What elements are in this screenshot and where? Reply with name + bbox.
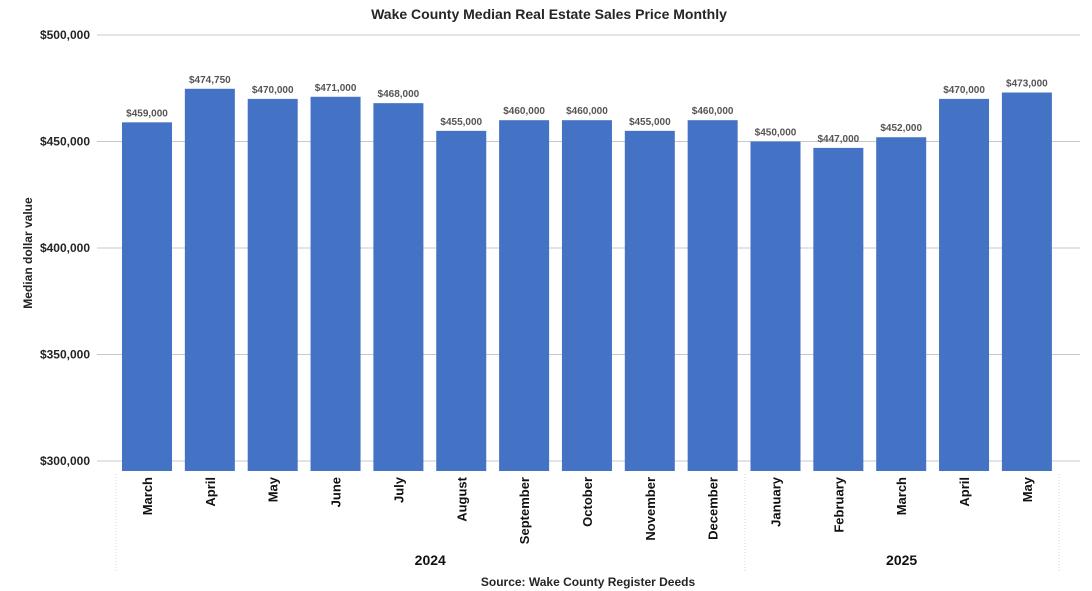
bar xyxy=(373,103,424,471)
data-label: $447,000 xyxy=(817,134,859,145)
x-tick-label: May xyxy=(1020,476,1035,502)
y-tick-label: $450,000 xyxy=(40,135,90,149)
y-axis-ticks: $300,000 $350,000 $400,000 $450,000 $500,000 xyxy=(40,28,90,468)
y-axis-label: Median dollar value xyxy=(21,197,35,309)
y-tick-label: $400,000 xyxy=(40,241,90,255)
data-label: $460,000 xyxy=(692,106,734,117)
x-tick-label: July xyxy=(391,476,406,503)
bar xyxy=(247,98,298,472)
data-label: $460,000 xyxy=(503,106,545,117)
bar xyxy=(122,122,172,471)
data-label: $470,000 xyxy=(252,85,294,96)
data-label: $460,000 xyxy=(566,106,608,117)
data-label: $471,000 xyxy=(315,83,357,94)
x-tick-label: August xyxy=(454,476,469,521)
bar xyxy=(624,130,675,471)
x-tick-label: April xyxy=(203,477,218,507)
chart-source: Source: Wake County Register Deeds xyxy=(481,575,696,589)
x-tick-label: March xyxy=(894,477,909,515)
bar xyxy=(561,120,612,471)
data-label: $468,000 xyxy=(378,89,420,100)
year-group-label: 2025 xyxy=(886,552,917,568)
bar xyxy=(499,120,550,471)
x-tick-label: October xyxy=(580,477,595,527)
x-tick-label: September xyxy=(517,477,532,544)
bar xyxy=(750,141,801,471)
x-tick-label: January xyxy=(769,476,784,527)
chart-title: Wake County Median Real Estate Sales Pri… xyxy=(371,6,727,22)
bar xyxy=(813,147,864,471)
bar xyxy=(184,88,235,471)
data-label: $452,000 xyxy=(880,123,922,134)
y-tick-label: $300,000 xyxy=(40,454,90,468)
data-label: $450,000 xyxy=(755,128,797,139)
data-label: $473,000 xyxy=(1006,79,1048,90)
data-label: $470,000 xyxy=(943,85,985,96)
x-tick-label: April xyxy=(957,477,972,507)
x-axis-ticks: March April May June July August September Octo… xyxy=(140,476,1035,544)
x-tick-label: December xyxy=(706,477,721,540)
data-label: $474,750 xyxy=(189,75,231,86)
bar xyxy=(687,120,738,471)
year-group-label: 2024 xyxy=(415,552,446,568)
bar xyxy=(939,98,990,472)
x-tick-label: November xyxy=(643,477,658,541)
bar xyxy=(876,137,927,472)
data-label: $459,000 xyxy=(126,108,168,119)
bar xyxy=(310,96,361,472)
y-tick-label: $500,000 xyxy=(40,28,90,42)
x-tick-label: March xyxy=(140,477,155,515)
year-groups: 2024 2025 xyxy=(115,474,1060,572)
bar xyxy=(436,130,487,471)
bars: $459,000 $474,750 $470,000 $471,000 $468,000… xyxy=(122,75,1052,472)
x-tick-label: February xyxy=(831,476,846,532)
bar xyxy=(1001,92,1052,471)
data-label: $455,000 xyxy=(440,117,482,128)
y-tick-label: $350,000 xyxy=(40,348,90,362)
x-tick-label: May xyxy=(266,476,281,502)
x-tick-label: June xyxy=(329,477,344,507)
data-label: $455,000 xyxy=(629,117,671,128)
